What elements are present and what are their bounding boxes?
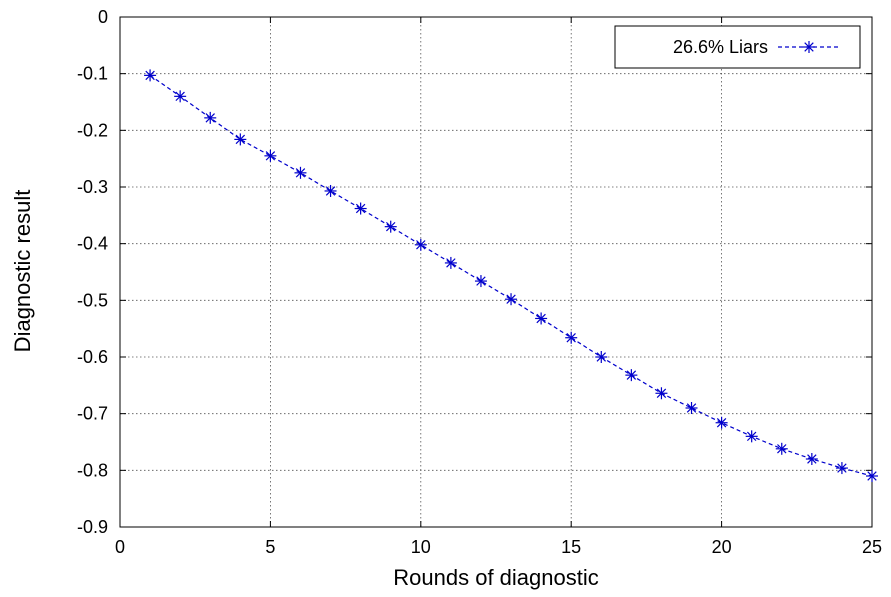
legend-marker-asterisk xyxy=(803,41,815,53)
y-tick-label: -0.5 xyxy=(77,290,108,310)
series xyxy=(144,69,878,482)
data-point xyxy=(414,238,427,251)
data-point xyxy=(655,387,668,400)
x-tick-label: 20 xyxy=(712,537,732,557)
data-point xyxy=(685,402,698,414)
x-axis-title: Rounds of diagnostic xyxy=(393,565,598,590)
data-point xyxy=(595,351,608,363)
data-point xyxy=(565,331,578,344)
y-tick-label: -0.2 xyxy=(77,120,108,140)
data-point xyxy=(866,470,878,482)
legend: 26.6% Liars xyxy=(614,25,861,69)
y-tick-label: -0.4 xyxy=(77,234,108,254)
data-point xyxy=(354,202,367,215)
y-tick-label: -0.7 xyxy=(77,404,108,424)
x-tick-labels: 0 5 10 15 20 25 xyxy=(115,537,882,557)
legend-box xyxy=(614,25,861,69)
y-tick-label: -0.8 xyxy=(77,460,108,480)
data-point xyxy=(775,442,788,455)
y-tick-label: -0.9 xyxy=(77,517,108,537)
data-point xyxy=(625,369,638,382)
x-tick-label: 10 xyxy=(411,537,431,557)
data-point xyxy=(204,111,217,124)
data-point xyxy=(144,69,157,82)
data-point xyxy=(835,462,848,475)
y-tick-label: -0.1 xyxy=(77,64,108,84)
data-point xyxy=(535,312,548,325)
legend-label: 26.6% Liars xyxy=(673,37,768,57)
y-tick-label: 0 xyxy=(98,7,108,27)
data-point xyxy=(264,149,277,162)
axes xyxy=(119,16,873,528)
x-tick-label: 25 xyxy=(862,537,882,557)
data-point xyxy=(805,453,818,465)
y-tick-labels: 0 -0.1 -0.2 -0.3 -0.4 -0.5 -0.6 -0.7 -0.8 -0.9 xyxy=(77,7,108,537)
x-tick-label: 15 xyxy=(561,537,581,557)
data-point xyxy=(294,166,307,179)
y-tick-label: -0.6 xyxy=(77,347,108,367)
data-point xyxy=(745,430,758,443)
grid xyxy=(120,17,872,527)
data-point xyxy=(324,184,337,197)
data-point xyxy=(474,275,487,288)
data-point xyxy=(444,256,457,269)
data-point xyxy=(715,416,728,429)
x-tick-label: 5 xyxy=(265,537,275,557)
y-tick-label: -0.3 xyxy=(77,177,108,197)
data-point xyxy=(384,220,397,233)
y-axis-title: Diagnostic result xyxy=(10,190,35,353)
series-line xyxy=(149,74,873,477)
x-tick-label: 0 xyxy=(115,537,125,557)
data-point xyxy=(234,133,247,146)
data-point xyxy=(505,293,518,306)
plot-frame xyxy=(119,16,873,528)
data-point xyxy=(174,90,187,103)
legend-marker xyxy=(803,41,815,53)
